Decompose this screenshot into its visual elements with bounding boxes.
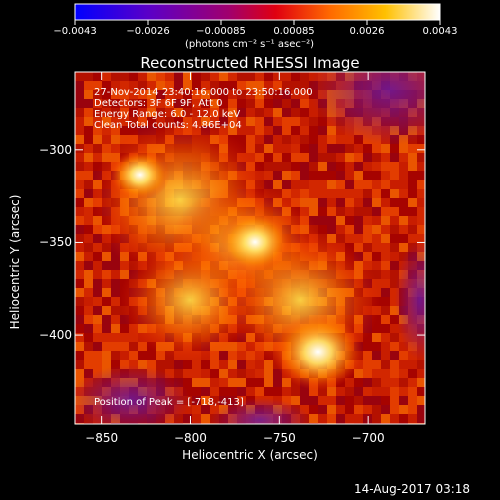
y-tick-label: −400 <box>39 328 72 343</box>
peak-position-label: Position of Peak = [-718,-413] <box>94 397 244 408</box>
colorbar <box>74 3 441 25</box>
colorbar-tick-label: 0.0043 <box>422 26 458 37</box>
x-tick-label: −800 <box>173 431 207 445</box>
colorbar-tick-label: −0.0043 <box>53 26 97 37</box>
y-tick-label: −350 <box>39 235 72 250</box>
colorbar-tick-label: −0.00085 <box>196 26 246 37</box>
colorbar-unit-label: (photons cm⁻² s⁻¹ asec⁻²) <box>185 39 315 50</box>
timestamp: 14-Aug-2017 03:18 <box>354 482 471 496</box>
colorbar-tick-label: 0.0026 <box>349 26 385 37</box>
x-axis-label: Heliocentric X (arcsec) <box>182 448 318 462</box>
plot-frame <box>74 71 426 425</box>
info-line-counts: Clean Total counts: 4.86E+04 <box>94 120 242 131</box>
x-tick-label: −750 <box>262 431 296 445</box>
colorbar-gradient <box>74 3 441 21</box>
info-line-energy: Energy Range: 6.0 - 12.0 keV <box>94 109 241 120</box>
colorbar-tick-label: −0.0026 <box>126 26 170 37</box>
y-tick-label: −300 <box>39 142 72 157</box>
y-axis-label: Heliocentric Y (arcsec) <box>8 194 22 330</box>
info-line-date: 27-Nov-2014 23:40:16.000 to 23:50:16.000 <box>94 87 313 98</box>
axis-ticks <box>75 72 425 424</box>
heatmap-image <box>75 72 425 424</box>
x-tick-label: −850 <box>85 431 119 445</box>
info-line-detectors: Detectors: 3F 6F 9F, Att 0 <box>94 98 223 109</box>
colorbar-tick-label: 0.00085 <box>273 26 315 37</box>
plot-title: Reconstructed RHESSI Image <box>140 54 360 72</box>
colorbar-ticks <box>74 20 441 25</box>
x-tick-label: −700 <box>351 431 385 445</box>
